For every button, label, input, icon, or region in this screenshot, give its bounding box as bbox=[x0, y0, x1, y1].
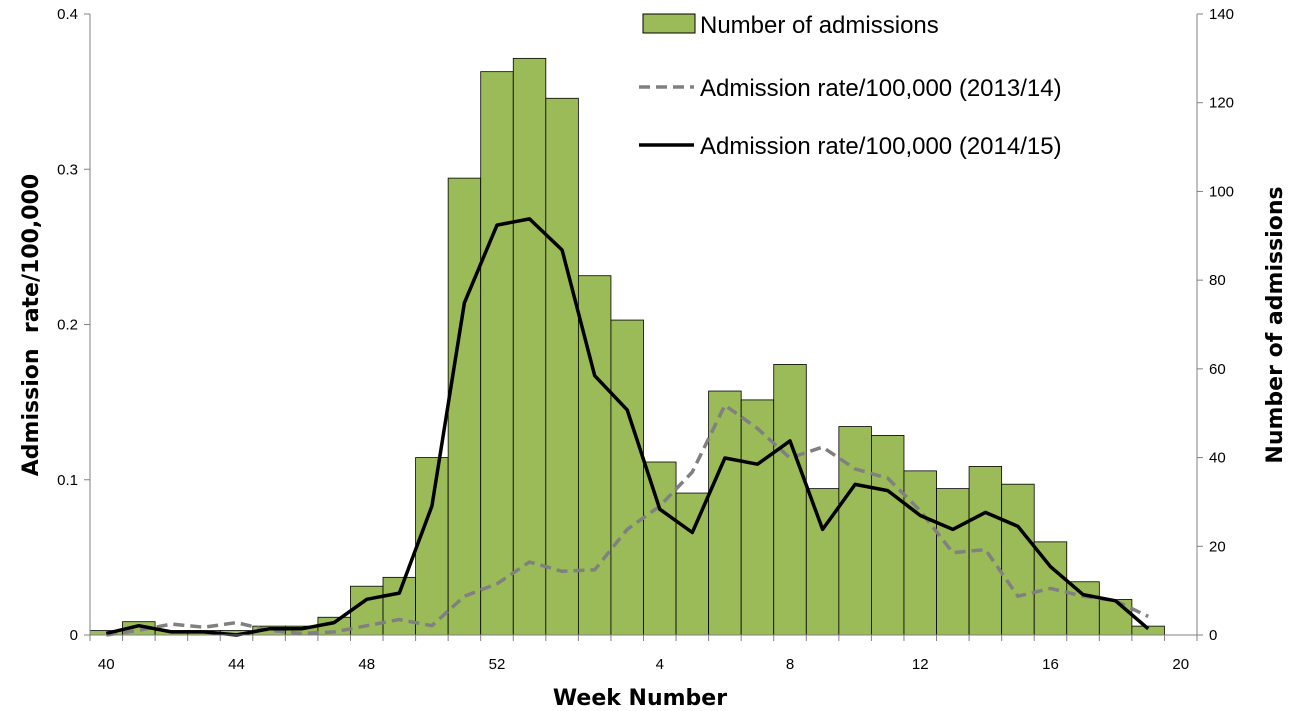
left-y-tick-label: 0 bbox=[70, 627, 78, 644]
bar-week-3 bbox=[610, 319, 644, 636]
bar-week-10 bbox=[838, 426, 872, 636]
x-tick-label: 44 bbox=[228, 656, 245, 673]
bar-week-48 bbox=[350, 585, 384, 636]
bar-week-52 bbox=[480, 71, 514, 636]
x-tick-label: 52 bbox=[489, 656, 506, 673]
bar-week-51 bbox=[447, 177, 482, 636]
bar-week-8 bbox=[773, 364, 807, 636]
x-tick-label: 12 bbox=[912, 656, 929, 673]
legend-label: Admission rate/100,000 (2013/14) bbox=[700, 75, 1062, 102]
bar-week-53 bbox=[512, 57, 547, 636]
bar-week-17 bbox=[1066, 581, 1100, 636]
left-y-tick-label: 0.4 bbox=[57, 6, 78, 23]
right-y-tick-label: 140 bbox=[1209, 6, 1234, 23]
bar-week-4 bbox=[643, 461, 677, 636]
legend-entry-rate-2013-14: Admission rate/100,000 (2013/14) bbox=[639, 75, 1062, 102]
left-y-tick-label: 0.3 bbox=[57, 161, 78, 178]
bar-week-11 bbox=[871, 434, 905, 636]
bars-layer bbox=[89, 57, 1165, 636]
legend-swatch-bars bbox=[642, 13, 696, 34]
x-tick-label: 20 bbox=[1172, 656, 1189, 673]
bar-week-5 bbox=[675, 492, 710, 636]
line-rate-2013-14 bbox=[106, 403, 1149, 637]
bar-week-15 bbox=[1001, 483, 1035, 636]
right-y-tick-label: 0 bbox=[1209, 627, 1217, 644]
right-y-tick-label: 20 bbox=[1209, 538, 1226, 555]
right-y-tick-label: 100 bbox=[1209, 183, 1234, 200]
x-tick-label: 40 bbox=[98, 656, 115, 673]
right-y-tick-label: 40 bbox=[1209, 450, 1226, 467]
x-axis-title: Week Number bbox=[553, 686, 727, 711]
lines-layer bbox=[105, 217, 1150, 637]
x-tick-label: 8 bbox=[786, 656, 794, 673]
legend-entry-number-of-admissions: Number of admissions bbox=[642, 12, 939, 39]
bar-week-50 bbox=[415, 457, 449, 636]
bar-week-7 bbox=[740, 399, 775, 636]
legend-entry-rate-2014-15: Admission rate/100,000 (2014/15) bbox=[639, 133, 1062, 160]
right-y-axis-title: Number of admissions bbox=[1263, 186, 1288, 463]
x-tick-label: 4 bbox=[656, 656, 664, 673]
left-y-tick-label: 0.1 bbox=[57, 472, 78, 489]
bar-week-18 bbox=[1098, 599, 1133, 636]
right-y-tick-label: 120 bbox=[1209, 95, 1234, 112]
legend-label: Admission rate/100,000 (2014/15) bbox=[700, 133, 1062, 160]
left-y-axis-title: Admission rate/100,000 bbox=[19, 174, 44, 476]
x-tick-label: 16 bbox=[1042, 656, 1059, 673]
bar-week-1 bbox=[545, 97, 579, 636]
right-y-tick-label: 80 bbox=[1209, 272, 1226, 289]
right-y-tick-label: 60 bbox=[1209, 361, 1226, 378]
legend-label: Number of admissions bbox=[700, 12, 939, 39]
bar-week-9 bbox=[805, 488, 840, 636]
bar-week-13 bbox=[936, 488, 970, 636]
x-tick-label: 48 bbox=[358, 656, 375, 673]
bar-week-6 bbox=[708, 390, 742, 636]
left-y-tick-label: 0.2 bbox=[57, 317, 78, 334]
bar-week-12 bbox=[903, 470, 937, 636]
bar-week-49 bbox=[382, 576, 416, 636]
line-rate-2014-15 bbox=[105, 217, 1150, 637]
